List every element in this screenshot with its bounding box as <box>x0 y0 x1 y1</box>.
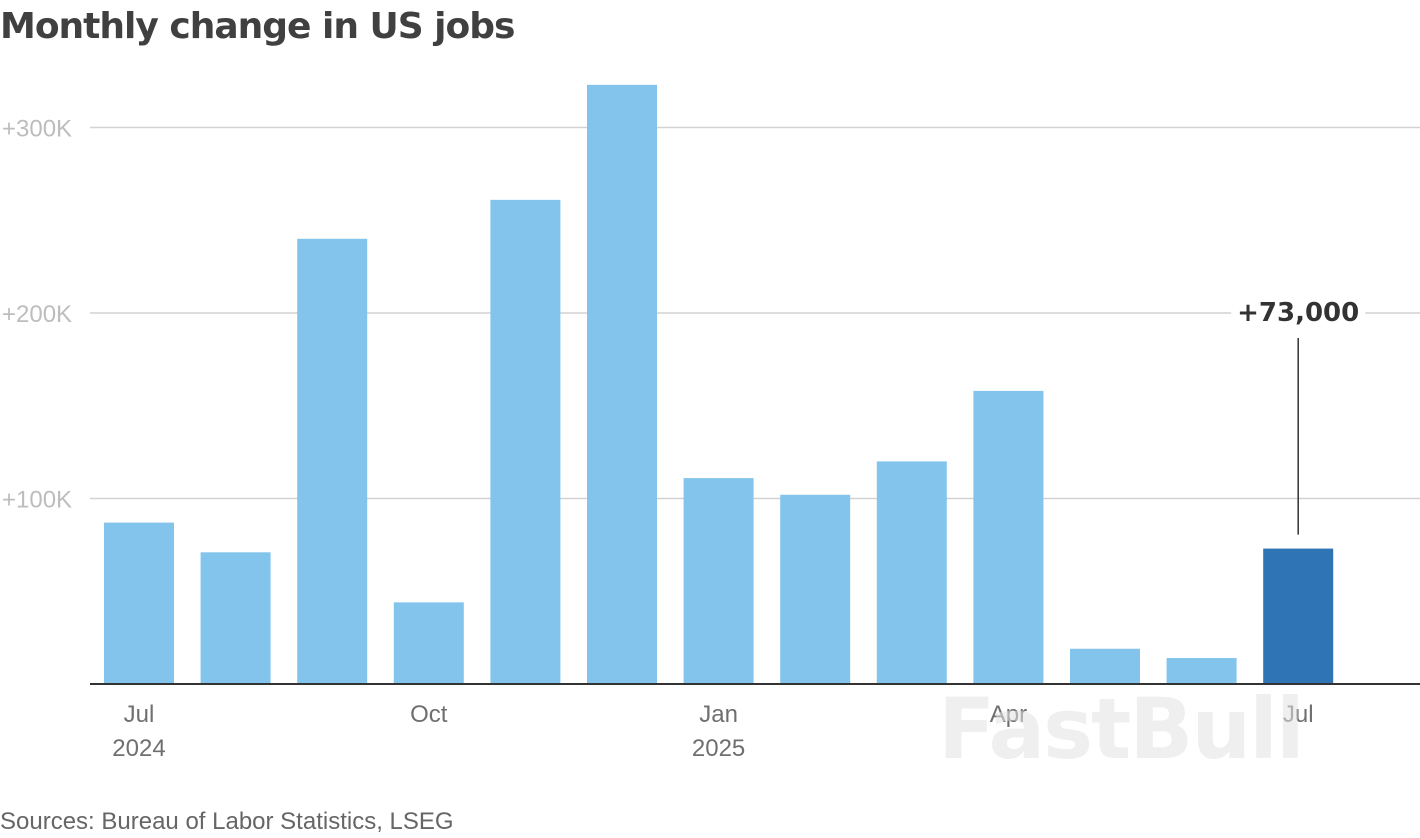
x-tick-label-year: 2025 <box>692 735 745 762</box>
bar-chart: +100K +200K +300K Jul 2024 Oct Jan 2025 Apr Jul … <box>2 84 1420 762</box>
highlight-label-background <box>1231 296 1366 330</box>
bars <box>104 84 1334 685</box>
x-tick-label-month: Jul <box>1283 701 1314 728</box>
bar <box>683 478 754 684</box>
x-tick-label-month: Oct <box>410 701 448 728</box>
x-tick-label-year: 2024 <box>112 735 165 762</box>
bar <box>1166 658 1237 684</box>
bar <box>780 494 851 684</box>
x-tick-label-month: Jul <box>124 701 155 728</box>
highlight-callout: +73,000 <box>1231 296 1366 535</box>
bar <box>973 390 1044 684</box>
bar <box>200 552 271 684</box>
bar <box>393 602 464 684</box>
bar <box>587 84 657 684</box>
bar <box>297 238 368 685</box>
x-tick-labels: Jul 2024 Oct Jan 2025 Apr Jul <box>112 701 1313 762</box>
highlight-value-label: +73,000 <box>1237 298 1359 328</box>
gridlines <box>90 126 1420 500</box>
y-tick-labels: +100K +200K +300K <box>2 116 72 514</box>
y-tick-label: +300K <box>2 116 72 143</box>
y-tick-label: +100K <box>2 487 72 514</box>
bar <box>1070 648 1140 684</box>
bar-highlight <box>1263 548 1334 684</box>
bar <box>104 522 174 684</box>
chart-title: Monthly change in US jobs <box>0 6 515 47</box>
source-note: Sources: Bureau of Labor Statistics, LSE… <box>0 808 454 835</box>
bar <box>876 461 947 684</box>
y-tick-label: +200K <box>2 301 72 328</box>
x-tick-label-month: Jan <box>699 701 738 728</box>
bar <box>490 199 561 684</box>
x-tick-label-month: Apr <box>990 701 1027 728</box>
